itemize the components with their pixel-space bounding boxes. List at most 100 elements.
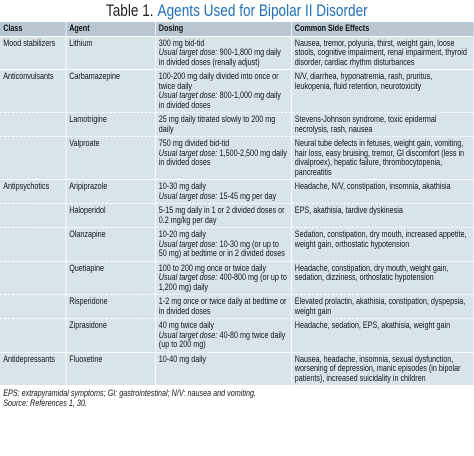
agent-cell: Ziprasidone <box>65 318 156 352</box>
agent-cell: Carbamazepine <box>65 69 156 113</box>
footnote: EPS: extrapyramidal symptoms; GI: gastro… <box>3 388 256 398</box>
dosing-text: 40 mg twice daily <box>158 320 215 330</box>
dosing-text: 5-15 mg daily in 1 or 2 divided doses or… <box>158 205 285 225</box>
class-cell: Anticonvulsants <box>0 69 66 113</box>
dosing-cell: 1-2 mg once or twice daily at bedtime or… <box>154 294 292 319</box>
dosing-text: 1,500-2,500 mg daily in divided doses <box>158 147 287 167</box>
dosing-emphasis: Usual target dose: <box>158 47 218 57</box>
header-cell: Class <box>0 22 66 36</box>
dosing-line: Usual target dose: 800-1,000 mg daily in … <box>158 90 288 110</box>
dosing-line: Usual target dose: 15-45 mg per day <box>158 190 288 202</box>
dosing-emphasis: Usual target dose: <box>158 190 218 201</box>
table-row: Risperidone 1-2 mg once or twice daily at… <box>0 294 474 319</box>
side-effects-cell: Sedation, constipation, dry mouth, incre… <box>290 227 474 261</box>
dosing-line: 100-200 mg daily divided into once or tw… <box>158 71 288 91</box>
agent-cell: Lithium <box>65 35 156 70</box>
dosing-text: 40-80 mg twice daily (up to 200 mg) <box>158 329 286 349</box>
agent-cell: Lamotrigine <box>65 112 156 137</box>
dosing-line: Usual target dose: 900-1,800 mg daily in … <box>158 47 288 67</box>
table-row: Quetiapine 100 to 200 mg once or twice da… <box>0 260 474 295</box>
agent-cell: Fluoxetine <box>65 351 156 385</box>
header-row: Class Agent Dosing Common Side Effects <box>0 22 474 36</box>
table-row: Antidepressants Fluoxetine 10-40 mg daily N… <box>0 351 474 385</box>
side-effects-cell: Stevens-Johnson syndrome, toxic epiderma… <box>290 112 474 137</box>
dosing-emphasis: Usual target dose: <box>158 329 218 340</box>
agent-cell: Olanzapine <box>65 227 156 261</box>
dosing-line: 1-2 mg once or twice daily at bedtime or… <box>158 296 288 316</box>
table-row: Valproate 750 mg divided bid-tid Usual tar… <box>0 136 474 180</box>
agent-cell: Aripiprazole <box>65 179 156 204</box>
dosing-emphasis: Usual target dose: <box>158 147 218 158</box>
dosing-cell: 10-30 mg daily Usual target dose: 15-45 mg… <box>154 179 292 204</box>
side-effects-cell: N/V, diarrhea, hyponatremia, rash, pruri… <box>290 69 474 113</box>
agent-cell: Risperidone <box>65 294 156 319</box>
side-effects-cell: Nausea, tremor, polyuria, thirst, weight… <box>290 35 474 70</box>
table-row: Mood stabilizers Lithium 300 mg bid-tid Usu… <box>0 35 474 70</box>
side-effects-cell: Nausea, headache, insomnia, sexual dysfu… <box>290 351 474 385</box>
class-cell <box>0 318 66 352</box>
dosing-line: 10-30 mg daily <box>158 181 288 192</box>
dosing-text: 1-2 mg once or twice daily at bedtime or… <box>158 296 287 316</box>
dosing-text: 750 mg divided bid-tid <box>158 138 230 148</box>
class-cell <box>0 227 66 261</box>
footnotes: EPS: extrapyramidal symptoms; GI: gastro… <box>0 385 474 411</box>
table-row: Haloperidol 5-15 mg daily in 1 or 2 divid… <box>0 203 474 228</box>
class-cell <box>0 260 66 295</box>
agent-cell: Haloperidol <box>65 203 156 228</box>
class-cell: Mood stabilizers <box>0 35 66 70</box>
table-row: Antipsychotics Aripiprazole 10-30 mg daily… <box>0 179 474 204</box>
agent-cell: Valproate <box>65 136 156 180</box>
dosing-cell: 300 mg bid-tid Usual target dose: 900-1,80… <box>154 35 292 70</box>
side-effects-cell: Elevated prolactin, akathisia, constipat… <box>290 294 474 319</box>
dosing-cell: 100-200 mg daily divided into once or tw… <box>154 69 292 113</box>
dosing-cell: 10-40 mg daily <box>154 351 292 385</box>
dosing-line: 40 mg twice daily <box>158 320 288 331</box>
dosing-cell: 10-20 mg daily Usual target dose: 10-30 mg… <box>154 227 292 261</box>
title: Table 1. Agents Used for Bipolar II Disor… <box>0 0 474 22</box>
table-row: Lamotrigine 25 mg daily titrated slowly t… <box>0 112 474 137</box>
dosing-cell: 40 mg twice daily Usual target dose: 40-80… <box>154 318 292 352</box>
dosing-text: 300 mg bid-tid <box>158 37 205 48</box>
title-text: Agents Used for Bipolar II Disorder <box>157 1 368 20</box>
dosing-emphasis: Usual target dose: <box>158 238 218 249</box>
side-effects-cell: Neural tube defects in fetuses, weight g… <box>290 136 474 180</box>
class-cell <box>0 294 66 319</box>
dosing-line: 10-40 mg daily <box>158 353 288 365</box>
side-effects-cell: Headache, constipation, dry mouth, weigh… <box>290 260 474 295</box>
dosing-line: Usual target dose: 1,500-2,500 mg daily i… <box>158 147 288 168</box>
dosing-cell: 25 mg daily titrated slowly to 200 mg da… <box>154 112 292 137</box>
dosing-emphasis: Usual target dose: <box>158 272 218 282</box>
dosing-text: 10-40 mg daily <box>158 353 207 364</box>
dosing-text: 10-20 mg daily <box>158 229 207 239</box>
dosing-text: 400-800 mg (or up to 1,200 mg) daily <box>158 272 287 292</box>
class-cell: Antidepressants <box>0 351 66 385</box>
class-cell <box>0 203 66 228</box>
dosing-text: 800-1,000 mg daily in divided doses <box>158 90 281 110</box>
dosing-line: 100 to 200 mg once or twice daily <box>158 262 288 274</box>
dosing-line: 25 mg daily titrated slowly to 200 mg da… <box>159 114 288 134</box>
dosing-text: 100-200 mg daily divided into once or tw… <box>158 71 279 91</box>
side-effects-cell: EPS, akathisia, tardive dyskinesia <box>290 203 474 228</box>
dosing-text: 10-30 mg daily <box>158 181 207 191</box>
dosing-cell: 5-15 mg daily in 1 or 2 divided doses or… <box>154 203 292 228</box>
dosing-line: Usual target dose: 400-800 mg (or up to 1… <box>158 272 288 292</box>
dosing-text: 900-1,800 mg daily in divided doses (ren… <box>158 47 281 67</box>
table-row: Ziprasidone 40 mg twice daily Usual target… <box>0 318 474 352</box>
header-cell: Dosing <box>154 22 292 36</box>
dosing-text: 15-45 mg per day <box>219 190 277 201</box>
dosing-cell: 100 to 200 mg once or twice daily Usual t… <box>154 260 292 295</box>
class-cell <box>0 112 66 137</box>
dosing-line: Usual target dose: 10-30 mg (or up to 50 … <box>158 238 288 259</box>
side-effects-cell: Headache, sedation, EPS, akathisia, weig… <box>290 318 474 352</box>
side-effects-cell: Headache, N/V, constipation, insomnia, a… <box>290 179 474 204</box>
header-cell: Common Side Effects <box>290 22 474 36</box>
dosing-text: 10-30 mg (or up to 50 mg) at bedtime or … <box>158 238 285 258</box>
dosing-line: Usual target dose: 40-80 mg twice daily (… <box>158 329 288 350</box>
dosing-cell: 750 mg divided bid-tid Usual target dose:… <box>154 136 292 180</box>
dosing-line: 5-15 mg daily in 1 or 2 divided doses or… <box>158 205 288 225</box>
header-cell: Agent <box>65 22 156 36</box>
dosing-text: 100 to 200 mg once or twice daily <box>158 262 267 273</box>
footnote: Source: References 1, 30. <box>3 398 87 408</box>
table-row: Olanzapine 10-20 mg daily Usual target dos… <box>0 227 474 261</box>
